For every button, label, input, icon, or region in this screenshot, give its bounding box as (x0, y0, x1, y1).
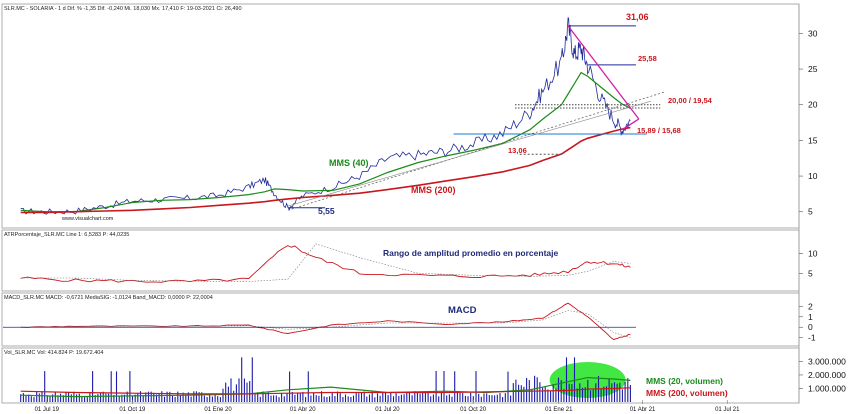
y-tick-label: 30 (808, 28, 818, 38)
x-tick-label: 01 Ene 21 (545, 407, 573, 413)
x-tick-label: 01 Abr 20 (290, 407, 316, 413)
y-tick-label: 0 (808, 322, 813, 332)
price-header: SLR.MC - SOLARIA - 1 d Dif. % -1,35 Dif.… (4, 6, 242, 12)
trendline-dashed (287, 91, 665, 211)
triangle-base-line (621, 118, 640, 131)
y-tick-label: -1 (808, 333, 816, 343)
mms40-line (20, 71, 631, 213)
y-tick-label: 3.000.000 (808, 356, 846, 366)
x-tick-label: 01 Oct 20 (460, 407, 487, 413)
mms200-label: MMS (200) (411, 185, 456, 195)
y-tick-label: 2 (808, 301, 813, 311)
support-label: 15,89 / 15,68 (637, 126, 681, 135)
peak-label: 31,06 (626, 12, 649, 22)
atr-header: ATRPorcentaje_SLR.MC Line 1: 6,5283 P: 4… (4, 232, 129, 238)
atr-signal-line (20, 243, 631, 282)
price-line (20, 17, 631, 215)
vol-mms200-line (20, 387, 631, 395)
vol-mms20-label: MMS (20, volumen) (646, 376, 723, 386)
macd-header: MACD_SLR.MC MACD: -0,6721 MediaSIG: -1,0… (4, 295, 213, 301)
atr-line (20, 245, 631, 283)
y-tick-label: 15 (808, 135, 818, 145)
x-tick-label: 01 Abr 21 (630, 407, 656, 413)
y-tick-label: 1 (808, 312, 813, 322)
mms40-label: MMS (40) (329, 158, 369, 168)
y-tick-label: 5 (808, 207, 813, 217)
vol-mms20-line (20, 376, 631, 398)
axis-layer: 01 Jul 19 01 Oct 19 01 Ene 20 01 Abr 20 01 J… (35, 28, 847, 413)
y-tick-label: 25 (808, 64, 818, 74)
x-tick-label: 01 Oct 19 (119, 407, 146, 413)
volume-header: Vol_SLR.MC Vol: 414.824 P: 19.672.404 (4, 350, 103, 356)
y-tick-label: 5 (808, 268, 813, 278)
series-layer (20, 17, 631, 398)
resistance-label: 20,00 / 19,54 (668, 96, 713, 105)
y-tick-label: 10 (808, 171, 818, 181)
y-tick-label: 2.000.000 (808, 370, 846, 380)
y-tick-label: 20 (808, 100, 818, 110)
macd-line (20, 302, 631, 341)
macd-signal-line (20, 310, 631, 339)
macd-title: MACD (448, 305, 477, 316)
panel-frames (1, 3, 800, 404)
downtrend-line (567, 25, 640, 120)
y-tick-label: 10 (808, 249, 818, 259)
x-tick-label: 01 Jul 19 (35, 407, 60, 413)
volume-bars (20, 357, 631, 402)
drawing-layer (3, 25, 665, 328)
mid-low-label: 13,06 (508, 146, 527, 155)
second-peak-label: 25,58 (638, 54, 657, 63)
mms200-line (20, 126, 631, 214)
x-tick-label: 01 Jul 20 (375, 407, 400, 413)
y-tick-label: 1.000.000 (808, 383, 846, 393)
x-tick-label: 01 Jul 21 (715, 407, 740, 413)
low-label: 5,55 (318, 206, 335, 216)
watermark: www.visualchart.com (61, 216, 114, 222)
atr-title: Rango de amplitud promedio en porcentaje (383, 248, 558, 258)
vol-mms200-label: MMS (200, volumen) (646, 388, 728, 398)
trendline-support (287, 100, 651, 207)
x-tick-label: 01 Ene 20 (204, 407, 232, 413)
